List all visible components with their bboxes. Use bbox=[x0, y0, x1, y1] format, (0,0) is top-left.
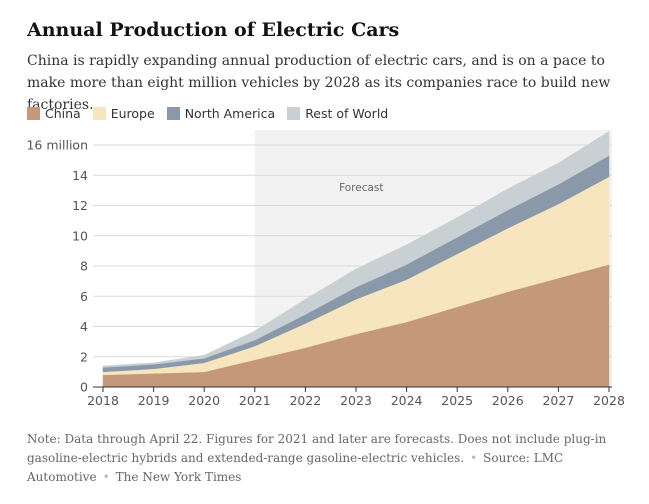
legend-swatch-europe bbox=[92, 106, 106, 120]
x-tick-label: 2025 bbox=[441, 393, 473, 408]
footnote: Note: Data through April 22. Figures for… bbox=[27, 430, 627, 487]
credit-text: The New York Times bbox=[115, 470, 242, 484]
legend: China Europe North America Rest of World bbox=[27, 104, 400, 122]
legend-item-europe: Europe bbox=[92, 105, 155, 121]
legend-swatch-north-america bbox=[166, 106, 180, 120]
x-axis-ticks: 2018 2019 2020 2021 2022 2023 2024 2025 2026 2027… bbox=[87, 387, 625, 408]
separator-dot: • bbox=[470, 451, 478, 465]
legend-swatch-china bbox=[27, 106, 40, 120]
x-tick-label: 2027 bbox=[542, 393, 574, 408]
y-tick-label: 0 bbox=[80, 380, 88, 395]
x-tick-label: 2018 bbox=[87, 393, 119, 408]
y-tick-label: 16 million bbox=[26, 138, 88, 153]
chart-title: Annual Production of Electric Cars bbox=[27, 19, 400, 41]
y-tick-label: 8 bbox=[80, 259, 88, 274]
legend-item-china: China bbox=[27, 106, 81, 121]
y-tick-label: 10 bbox=[72, 228, 88, 243]
x-tick-label: 2022 bbox=[289, 393, 321, 408]
x-tick-label: 2026 bbox=[492, 393, 524, 408]
x-tick-label: 2028 bbox=[593, 393, 625, 408]
area-rest-of-world bbox=[102, 130, 610, 368]
y-tick-label: 14 bbox=[72, 168, 88, 183]
legend-label-europe: Europe bbox=[110, 105, 155, 121]
y-tick-label: 2 bbox=[80, 349, 88, 364]
x-tick-label: 2021 bbox=[239, 393, 271, 408]
source-text: Source: LMC Automotive bbox=[27, 451, 564, 484]
separator-dot: • bbox=[102, 470, 110, 484]
x-tick-label: 2023 bbox=[340, 393, 372, 408]
note-text: Note: Data through April 22. Figures for… bbox=[27, 432, 607, 465]
y-tick-label: 6 bbox=[80, 289, 88, 304]
chart-subtitle: China is rapidly expanding annual produc… bbox=[27, 53, 611, 113]
y-axis-ticks: 0 2 4 6 8 10 12 14 16 million bbox=[26, 138, 88, 395]
legend-item-rest-of-world: Rest of World bbox=[287, 106, 388, 121]
y-tick-label: 4 bbox=[80, 319, 88, 334]
forecast-label: Forecast bbox=[339, 182, 383, 194]
legend-label-china: China bbox=[45, 105, 81, 121]
legend-label-north-america: North America bbox=[184, 105, 276, 121]
legend-item-north-america: North America bbox=[166, 105, 276, 121]
x-tick-label: 2024 bbox=[391, 393, 423, 408]
legend-swatch-rest-of-world bbox=[287, 106, 301, 120]
legend-label-rest-of-world: Rest of World bbox=[305, 105, 389, 121]
x-tick-label: 2020 bbox=[188, 393, 220, 408]
y-tick-label: 12 bbox=[72, 198, 88, 213]
x-tick-label: 2019 bbox=[138, 393, 170, 408]
